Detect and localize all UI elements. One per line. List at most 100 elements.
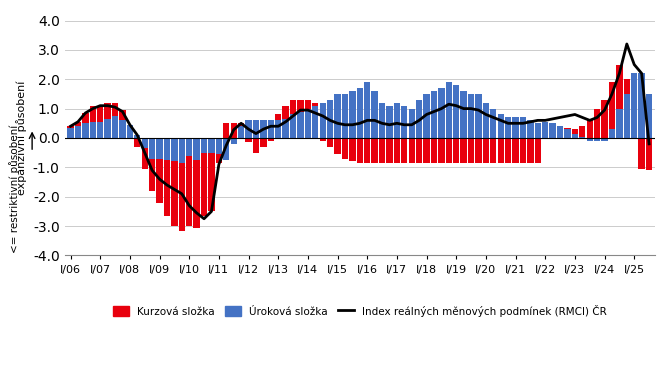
Bar: [572, 134, 578, 138]
Bar: [230, 138, 237, 144]
Bar: [616, 65, 622, 109]
Bar: [305, 100, 311, 109]
Bar: [267, 121, 274, 138]
Bar: [483, 103, 489, 138]
Bar: [549, 138, 556, 139]
Bar: [260, 121, 267, 138]
Bar: [498, 138, 504, 163]
Bar: [97, 105, 103, 122]
Bar: [75, 126, 81, 138]
Bar: [438, 138, 444, 163]
Bar: [468, 138, 474, 163]
Bar: [342, 138, 348, 159]
Bar: [460, 91, 467, 138]
Bar: [483, 138, 489, 163]
Bar: [208, 138, 214, 153]
Bar: [201, 153, 207, 216]
Bar: [520, 138, 526, 163]
Bar: [586, 119, 593, 138]
Bar: [127, 125, 133, 138]
Bar: [163, 160, 170, 216]
Bar: [505, 138, 511, 163]
Bar: [238, 126, 245, 138]
Bar: [475, 138, 482, 163]
Y-axis label: expanzivní působení: expanzivní působení: [16, 81, 27, 195]
Bar: [253, 121, 259, 138]
Bar: [423, 138, 429, 163]
Bar: [394, 103, 400, 138]
Bar: [557, 126, 563, 138]
Bar: [364, 138, 371, 163]
Bar: [320, 138, 326, 141]
Bar: [387, 105, 393, 138]
Bar: [498, 114, 504, 138]
Bar: [542, 122, 548, 138]
Bar: [297, 100, 304, 112]
Bar: [179, 138, 185, 163]
Bar: [349, 91, 356, 138]
Bar: [194, 138, 200, 160]
Legend: Kurzová složka, Úroková složka, Index reálných měnových podmínek (RMCI) ČR: Kurzová složka, Úroková složka, Index re…: [109, 300, 611, 321]
Bar: [105, 119, 111, 138]
Bar: [394, 138, 400, 163]
Bar: [245, 138, 252, 142]
Bar: [320, 103, 326, 138]
Bar: [460, 138, 467, 163]
Bar: [371, 91, 378, 138]
Bar: [453, 138, 460, 163]
Bar: [223, 123, 229, 138]
Bar: [356, 138, 363, 163]
Bar: [631, 138, 637, 139]
Bar: [208, 153, 214, 211]
Bar: [505, 117, 511, 138]
Bar: [513, 138, 519, 163]
Bar: [112, 103, 118, 116]
Bar: [586, 138, 593, 141]
Bar: [297, 112, 304, 138]
Text: <= restriktivní působení: <= restriktivní působení: [9, 125, 20, 253]
Bar: [186, 156, 192, 226]
Bar: [90, 122, 96, 138]
Bar: [423, 94, 429, 138]
Bar: [624, 79, 630, 94]
Bar: [134, 135, 141, 138]
Bar: [112, 116, 118, 138]
Bar: [163, 138, 170, 160]
Bar: [149, 159, 155, 191]
Bar: [431, 91, 437, 138]
Bar: [82, 123, 88, 138]
Bar: [631, 74, 637, 138]
Bar: [549, 123, 556, 138]
Bar: [639, 74, 645, 138]
Bar: [409, 109, 415, 138]
Bar: [438, 88, 444, 138]
Bar: [602, 100, 608, 138]
Bar: [156, 138, 163, 159]
Bar: [520, 117, 526, 138]
Bar: [594, 109, 600, 138]
Bar: [68, 126, 74, 128]
Bar: [453, 85, 460, 138]
Bar: [312, 103, 318, 105]
Bar: [119, 110, 125, 121]
Bar: [201, 138, 207, 153]
Bar: [379, 138, 385, 163]
Bar: [646, 94, 652, 138]
Bar: [646, 138, 652, 170]
Bar: [75, 122, 81, 126]
Bar: [416, 100, 422, 138]
Bar: [371, 138, 378, 163]
Bar: [616, 109, 622, 138]
Bar: [356, 88, 363, 138]
Bar: [141, 148, 148, 169]
Bar: [260, 138, 267, 147]
Bar: [253, 138, 259, 153]
Bar: [602, 138, 608, 141]
Bar: [334, 94, 341, 138]
Bar: [624, 94, 630, 138]
Bar: [557, 138, 563, 139]
Bar: [216, 138, 222, 154]
Bar: [564, 129, 571, 138]
Bar: [283, 105, 289, 119]
Bar: [527, 138, 533, 163]
